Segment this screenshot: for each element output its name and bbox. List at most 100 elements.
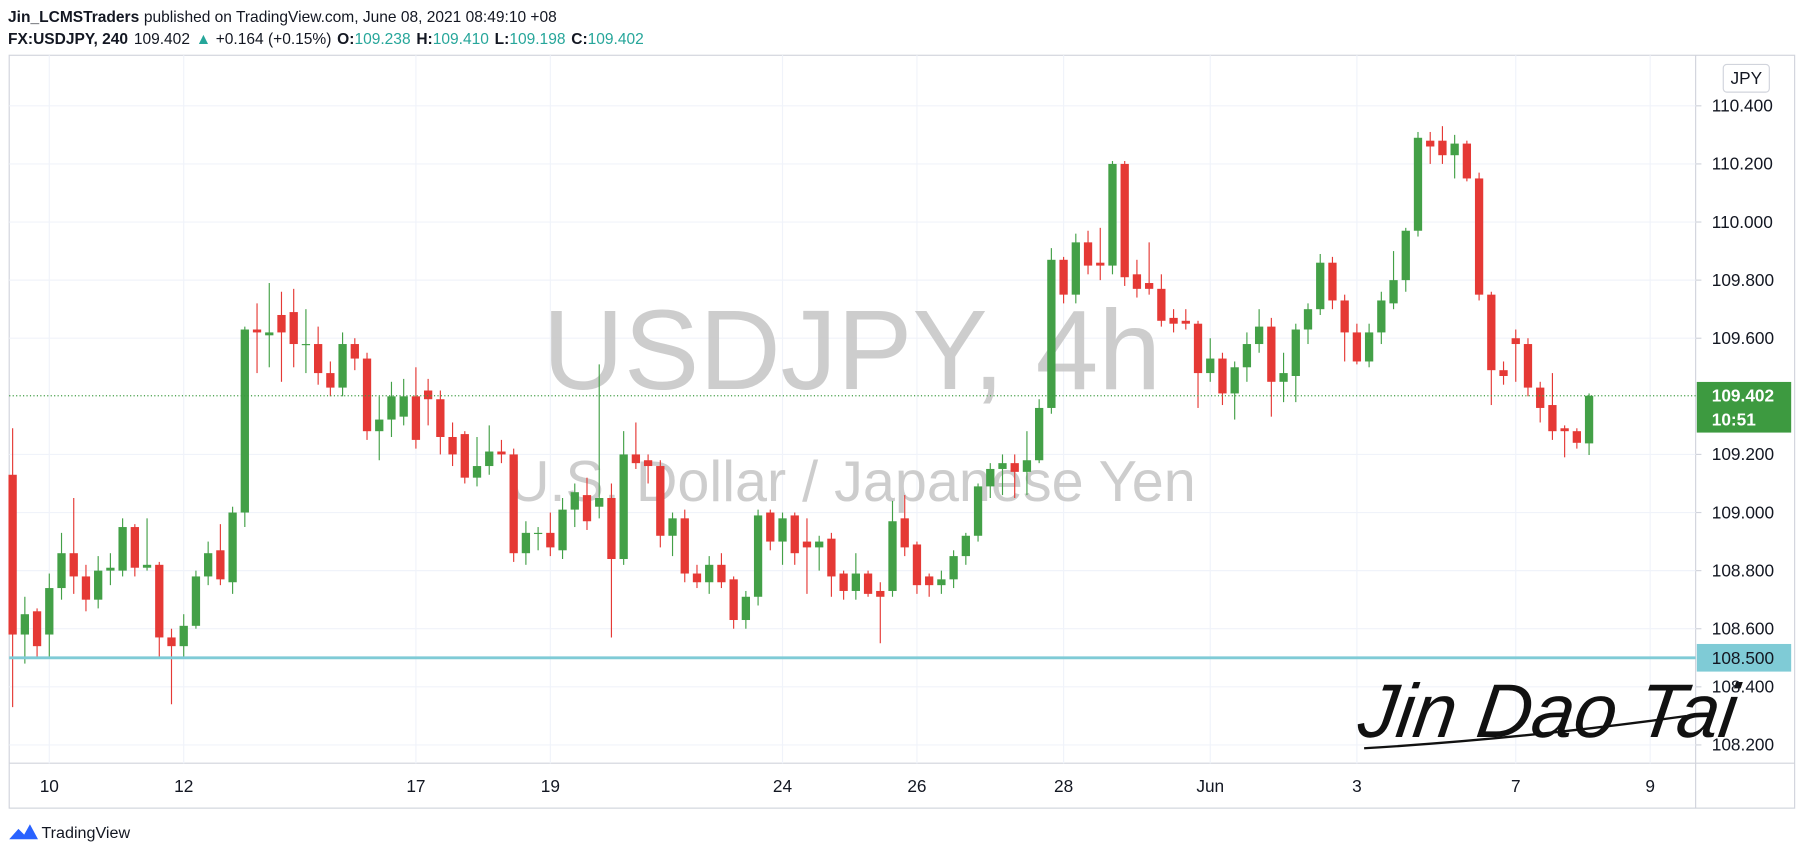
o-label: O: bbox=[337, 31, 354, 48]
brand: TradingView bbox=[41, 824, 130, 842]
candle-body bbox=[8, 474, 17, 635]
candle-body bbox=[130, 527, 139, 568]
x-tick-label: 28 bbox=[1054, 776, 1073, 796]
y-tick-label: 109.000 bbox=[1712, 502, 1774, 522]
candle-body bbox=[1377, 300, 1386, 333]
candle-body bbox=[1523, 344, 1533, 388]
y-tick-label: 110.000 bbox=[1712, 212, 1773, 232]
candle-body bbox=[790, 515, 799, 554]
candle-body bbox=[1193, 323, 1203, 374]
candle-body bbox=[118, 527, 127, 571]
candle-body bbox=[986, 468, 995, 487]
candle-body bbox=[1352, 332, 1362, 362]
candle-body bbox=[766, 512, 775, 542]
grid bbox=[9, 55, 1696, 764]
candle-body bbox=[94, 570, 103, 600]
candle-body bbox=[1035, 407, 1044, 461]
candle-body bbox=[1487, 294, 1496, 371]
candle-body bbox=[717, 564, 726, 583]
candle-body bbox=[827, 538, 836, 577]
candle-body bbox=[851, 573, 860, 591]
x-tick-label: 26 bbox=[907, 776, 926, 796]
currency: JPY bbox=[1730, 68, 1762, 88]
candle-body bbox=[1474, 178, 1484, 295]
candle-body bbox=[191, 576, 201, 626]
candle-body bbox=[155, 564, 164, 638]
candle-body bbox=[252, 329, 262, 333]
candle-body bbox=[1328, 262, 1337, 301]
candle-body bbox=[668, 518, 677, 536]
candle-body bbox=[595, 498, 604, 507]
candle-body bbox=[1462, 143, 1472, 179]
candle-body bbox=[1548, 405, 1557, 432]
candle-body bbox=[1511, 338, 1520, 345]
c: 109.402 bbox=[588, 31, 644, 48]
o: 109.238 bbox=[354, 31, 410, 48]
candle-body bbox=[45, 588, 54, 635]
candle-body bbox=[313, 344, 323, 374]
logo-shape bbox=[9, 824, 38, 840]
author: Jin_LCMSTraders bbox=[8, 9, 139, 26]
candle-body bbox=[228, 512, 237, 583]
candle-body bbox=[631, 454, 641, 464]
candle-body bbox=[973, 486, 983, 536]
currency-box[interactable] bbox=[1722, 63, 1770, 93]
change: +0.164 (+0.15%) bbox=[216, 31, 332, 48]
candle-body bbox=[472, 466, 482, 478]
y-tick-label: 108.200 bbox=[1712, 735, 1774, 755]
symbol: FX:USDJPY, 240 bbox=[8, 31, 128, 48]
candle-body bbox=[753, 515, 763, 597]
candle-body bbox=[204, 553, 213, 577]
header-line-1: Jin_LCMSTraders published on TradingView.… bbox=[8, 9, 557, 26]
last-price-tag bbox=[1696, 381, 1792, 433]
candle-body bbox=[1536, 387, 1545, 408]
y-tick-label: 110.200 bbox=[1712, 154, 1773, 174]
candle-body bbox=[1010, 463, 1019, 472]
signature: Jin Dao Tai bbox=[1353, 669, 1745, 754]
candle-body bbox=[460, 434, 469, 478]
watermark-title: USDJPY, 4h bbox=[543, 287, 1162, 413]
candle-body bbox=[863, 573, 873, 594]
candle-body bbox=[106, 567, 115, 571]
candle-body bbox=[1279, 373, 1288, 382]
candle-body bbox=[998, 463, 1007, 469]
candle-body bbox=[1438, 140, 1447, 156]
candle-body bbox=[362, 358, 372, 432]
candle-body bbox=[1316, 262, 1325, 310]
candle-body bbox=[277, 314, 286, 333]
candle-body bbox=[1047, 259, 1056, 408]
candle-body bbox=[399, 396, 408, 417]
candle-body bbox=[1560, 428, 1569, 432]
chart-frame bbox=[8, 54, 1796, 809]
candle-body bbox=[1108, 163, 1117, 266]
candle-body bbox=[167, 637, 176, 647]
candle-body bbox=[485, 451, 494, 467]
candle-body bbox=[142, 564, 152, 568]
candle-body bbox=[1242, 344, 1252, 368]
x-tick-label: Jun bbox=[1196, 776, 1224, 796]
candle-body bbox=[1059, 259, 1068, 295]
candle-body bbox=[729, 579, 738, 621]
candle-body bbox=[179, 625, 188, 647]
candle-body bbox=[1364, 332, 1374, 362]
candle-body bbox=[301, 344, 311, 346]
candle-body bbox=[1206, 358, 1215, 374]
x-tick-label: 12 bbox=[174, 776, 193, 796]
candle-body bbox=[289, 312, 298, 345]
candle-body bbox=[436, 399, 445, 437]
candle-body bbox=[546, 532, 555, 548]
candle-body bbox=[1267, 326, 1276, 382]
signature-stroke bbox=[1364, 714, 1687, 750]
candles bbox=[8, 126, 1594, 708]
countdown: 10:51 bbox=[1712, 410, 1757, 430]
candle-body bbox=[656, 466, 665, 536]
candle-body bbox=[1413, 137, 1423, 231]
candle-body bbox=[1071, 242, 1080, 295]
candle-body bbox=[32, 611, 42, 647]
candle-body bbox=[558, 509, 567, 551]
c-label: C: bbox=[571, 31, 587, 48]
candle-body bbox=[705, 564, 714, 583]
candle-body bbox=[925, 576, 934, 586]
